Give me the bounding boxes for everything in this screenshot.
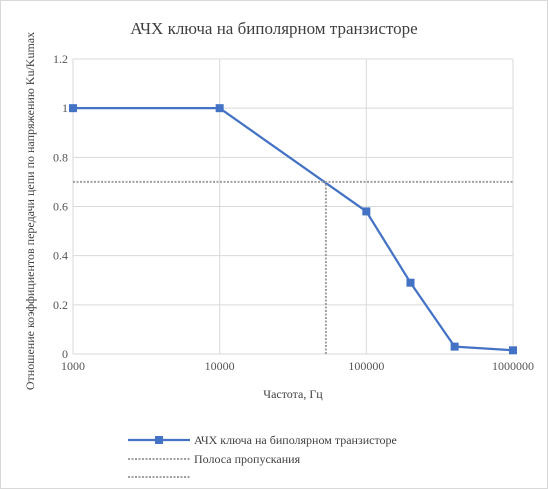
y-tick-label: 1.2 xyxy=(53,52,68,66)
y-axis-ticks: 0 0.2 0.4 0.6 0.8 1 1.2 xyxy=(53,52,68,361)
series-line xyxy=(73,107,514,352)
x-axis-ticks: 1000 10000 100000 1000000 xyxy=(61,359,534,373)
data-point xyxy=(69,104,77,113)
y-axis-label: Отношение коэффициентов передачи цепи по… xyxy=(23,32,37,390)
data-point xyxy=(509,346,517,355)
legend-marker xyxy=(155,436,163,444)
x-tick-label: 1000000 xyxy=(492,359,534,373)
legend-entry: Полоса пропускания xyxy=(194,452,301,466)
y-tick-label: 0.8 xyxy=(53,150,68,164)
x-tick-label: 10000 xyxy=(205,359,235,373)
data-point xyxy=(406,278,415,287)
y-tick-label: 0.4 xyxy=(53,249,68,263)
y-tick-label: 1 xyxy=(62,101,68,115)
data-point xyxy=(362,207,371,216)
y-tick-label: 0.2 xyxy=(53,298,68,312)
x-tick-label: 100000 xyxy=(348,359,384,373)
legend-entry: АЧХ ключа на биполярном транзисторе xyxy=(194,433,397,447)
x-axis-label: Частота, Гц xyxy=(263,387,323,401)
x-tick-label: 1000 xyxy=(61,359,85,373)
series-layer xyxy=(69,104,517,355)
legend: АЧХ ключа на биполярном транзисторе Полос… xyxy=(128,433,397,478)
y-tick-label: 0.6 xyxy=(53,200,68,214)
data-point xyxy=(450,342,459,351)
data-point xyxy=(215,104,224,113)
grid xyxy=(72,58,514,355)
y-tick-label: 0 xyxy=(62,347,68,361)
chart-title: АЧХ ключа на биполярном транзисторе xyxy=(130,19,417,38)
